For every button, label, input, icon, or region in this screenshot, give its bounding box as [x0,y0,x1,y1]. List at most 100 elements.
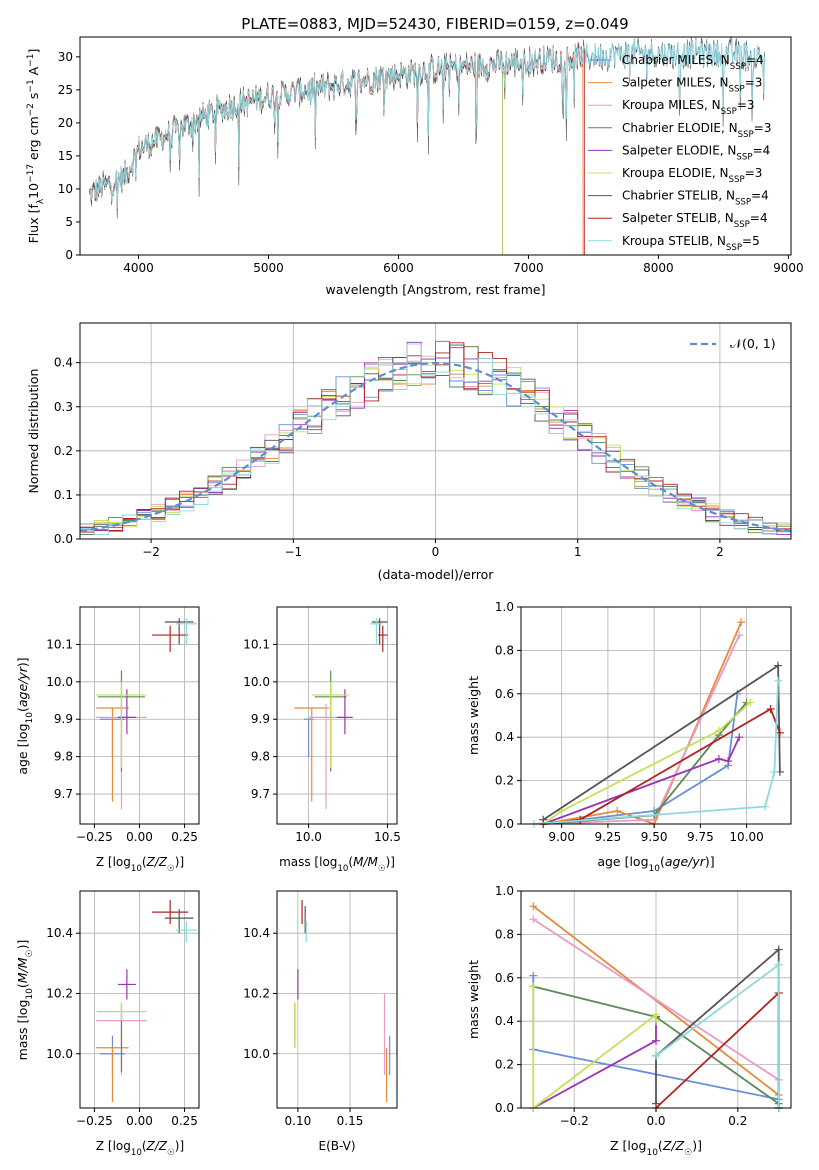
mass-vs-Z-xtick-label: 0.00 [126,1114,153,1128]
spectrum-legend-label: Chabrier STELIB, NSSP=4 [622,189,769,208]
age-vs-Z-ytick-label: 9.8 [54,750,73,764]
spectrum-legend: Chabrier MILES, NSSP=4 Salpeter MILES, NS… [588,53,771,253]
mass-weight-vs-Z-panel: −0.2 0.0 0.2 0.0 0.2 0.4 0.6 0.8 1.0 mass weight Z… [466,884,792,1158]
spectrum-frame [79,36,792,256]
mass-weight-vs-age-marker [737,618,746,627]
mass-weight-vs-Z-lines [529,902,783,1112]
mass-weight-vs-Z-xtick-label: −0.2 [560,1114,589,1128]
mass-weight-vs-Z-marker [529,902,538,911]
residuals-ytick-label: 0.4 [54,356,73,370]
mass-weight-vs-age-marker [770,767,779,776]
mass-weight-vs-age-marker [735,631,744,640]
mass-weight-vs-Z-line [532,905,780,1096]
age-vs-mass-ytick-label: 10.1 [243,637,270,651]
spectrum-ytick-label: 30 [58,50,73,64]
mass-weight-vs-Z-xtick-label: 0.0 [646,1114,665,1128]
age-vs-mass-ytick-label: 9.8 [251,750,270,764]
mass-weight-vs-Z-ytick-label: 0.0 [495,1101,514,1115]
mass-weight-vs-age-marker [774,661,783,670]
residuals-ytick-label: 0.2 [54,444,73,458]
figure-title: PLATE=0883, MJD=52430, FIBERID=0159, z=0… [241,15,628,33]
mass-vs-ebv-panel: 0.10 0.15 10.0 10.2 10.4 E(B-V) [243,890,398,1153]
mass-weight-vs-Z-marker [529,915,538,924]
mass-vs-Z-ytick-label: 10.0 [46,1047,73,1061]
mass-weight-vs-age-frame [520,606,792,825]
mass-weight-vs-Z-marker [652,1017,660,1026]
age-vs-Z-xlabel: Z [log10(Z/Z☉)] [96,855,184,874]
age-vs-Z-grid [80,607,199,824]
mass-weight-vs-Z-xtick-label: 0.2 [728,1114,747,1128]
mass-vs-ebv-errorbars [294,900,391,1102]
mass-weight-vs-age-marker [714,754,723,763]
age-vs-Z-errorbars [96,618,198,810]
age-vs-mass-xtick-label: 10.0 [295,830,322,844]
spectrum-xtick-label: 7000 [513,261,544,275]
residual-histogram [80,342,791,534]
spectrum-ytick-label: 0 [65,248,73,262]
mass-weight-vs-age-marker [735,733,744,742]
residuals-xtick-label: 2 [716,545,724,559]
residuals-ytick-label: 0.1 [54,488,73,502]
spectrum-legend-label: Salpeter ELODIE, NSSP=4 [622,143,770,162]
mass-weight-vs-age-ytick-label: 0.0 [495,817,514,831]
residuals-panel: 𝒩(0, 1) −2 −1 0 1 2 0.0 0.1 0.2 0.3 0.4 (data-model… [26,322,792,582]
mass-weight-vs-Z-xlabel: Z [log10(Z/Z☉)] [610,1138,702,1158]
mass-vs-Z-ytick-label: 10.2 [46,986,73,1000]
mass-weight-vs-Z-marker [652,1036,660,1045]
mass-vs-Z-xtick-label: 0.25 [171,1114,198,1128]
age-vs-mass-xlabel: mass [log10(M/M☉)] [279,855,395,874]
mass-weight-vs-Z-marker [774,960,783,969]
mass-weight-vs-age-line [533,680,779,825]
residuals-ytick-label: 0.3 [54,400,73,414]
mass-weight-vs-Z-ytick-label: 0.2 [495,1058,514,1072]
mass-vs-Z-errorbars [96,900,198,1102]
mass-weight-vs-age-ytick-label: 0.4 [495,730,514,744]
age-vs-Z-ytick-label: 10.0 [46,675,73,689]
spectrum-ylabel: Flux [fλ10−17 erg cm−2 s−1 A−1] [26,49,46,244]
mass-weight-vs-Z-marker [529,982,538,991]
spectrum-ytick-label: 10 [58,182,73,196]
mass-weight-vs-Z-marker [529,971,538,980]
age-vs-mass-ytick-label: 9.9 [251,712,270,726]
mass-vs-ebv-xtick-label: 0.15 [337,1114,364,1128]
residual-ylabel: Normed distribution [26,369,41,494]
residuals-ytick-label: 0.0 [54,532,73,546]
spectrum-xtick-label: 9000 [773,261,804,275]
mass-weight-vs-age-ytick-label: 0.8 [495,643,514,657]
mass-vs-Z-ytick-label: 10.4 [46,926,73,940]
normal-legend-label: 𝒩(0, 1) [730,336,776,351]
age-vs-Z-ytick-label: 9.9 [54,712,73,726]
mass-weight-vs-Z-ytick-label: 0.4 [495,1014,514,1028]
mass-vs-Z-panel: −0.25 0.00 0.25 10.0 10.2 10.4 Z [log10(Z/Z☉)]… [15,890,200,1158]
age-vs-Z-panel: −0.25 0.00 0.25 9.7 9.8 9.9 10.0 10.1 Z [log10(Z… [15,606,200,874]
spectrum-legend-label: Chabrier MILES, NSSP=4 [622,53,764,72]
spectrum-legend-label: Kroupa MILES, NSSP=3 [622,98,755,117]
mass-weight-vs-Z-marker [652,1051,660,1060]
age-vs-mass-frame [276,606,398,825]
mass-weight-vs-age-line [542,736,741,825]
age-vs-Z-xtick-label: 0.00 [126,830,153,844]
mass-weight-vs-Z-line [532,918,780,1081]
residuals-xtick-label: 1 [574,545,582,559]
spectrum-ytick-label: 25 [58,83,73,97]
age-vs-mass-ytick-label: 9.7 [251,787,270,801]
mass-vs-ebv-frame [276,890,398,1109]
mass-weight-vs-age-panel: 9.00 9.25 9.50 9.75 10.00 0.0 0.2 0.4 0.6 0.8 1.0 m… [466,600,792,874]
mass-weight-vs-Z-ytick-label: 0.8 [495,927,514,941]
mass-vs-Z-ylabel: mass [log10(M/M☉)] [15,940,35,1061]
spectrum-ytick-label: 15 [58,149,73,163]
residuals-xtick-label: −2 [142,545,160,559]
mass-weight-vs-age-xtick-label: 10.00 [729,830,763,844]
residual-xlabel: (data-model)/error [378,567,495,582]
spectrum-xlabel: wavelength [Angstrom, rest frame] [325,282,545,297]
mass-vs-Z-xlabel: Z [log10(Z/Z☉)] [96,1139,184,1158]
residuals-xtick-label: −1 [284,545,302,559]
spectrum-xtick-label: 8000 [643,261,674,275]
spectrum-ytick-label: 20 [58,116,73,130]
age-vs-mass-xtick-label: 10.5 [374,830,401,844]
mass-weight-vs-age-marker [724,757,733,766]
mass-weight-vs-age-xlabel: age [log10(age/yr)] [597,854,714,874]
mass-vs-ebv-xlabel: E(B-V) [318,1139,355,1153]
spectrum-legend-label: Chabrier ELODIE, NSSP=3 [622,121,771,140]
